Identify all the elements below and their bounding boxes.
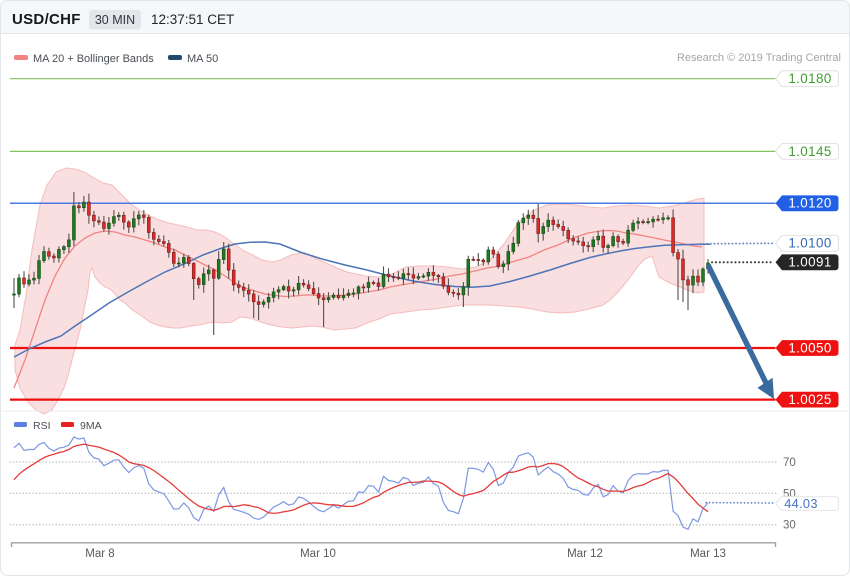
svg-text:MA 20 + Bollinger Bands: MA 20 + Bollinger Bands [33,53,154,65]
svg-text:12:37:51 CET: 12:37:51 CET [151,12,234,27]
svg-text:70: 70 [783,457,796,469]
svg-text:1.0025: 1.0025 [788,392,831,407]
svg-text:1.0145: 1.0145 [788,144,831,159]
svg-text:30: 30 [783,520,796,532]
svg-text:1.0120: 1.0120 [788,196,831,211]
svg-text:1.0050: 1.0050 [788,340,831,355]
svg-text:Mar 8: Mar 8 [85,548,114,560]
svg-text:Research © 2019 Trading Centra: Research © 2019 Trading Central [677,52,841,64]
svg-text:RSI: RSI [33,420,51,432]
svg-text:9MA: 9MA [80,420,102,432]
svg-text:30 MIN: 30 MIN [95,13,135,27]
svg-text:Mar 10: Mar 10 [300,548,336,560]
svg-text:1.0091: 1.0091 [788,255,831,270]
svg-text:MA 50: MA 50 [187,53,218,65]
svg-text:USD/CHF: USD/CHF [12,11,81,28]
svg-text:1.0180: 1.0180 [788,71,831,86]
svg-text:44.03: 44.03 [784,496,818,511]
svg-text:Mar 12: Mar 12 [567,548,603,560]
svg-text:1.0100: 1.0100 [788,236,831,251]
svg-text:Mar 13: Mar 13 [690,548,726,560]
